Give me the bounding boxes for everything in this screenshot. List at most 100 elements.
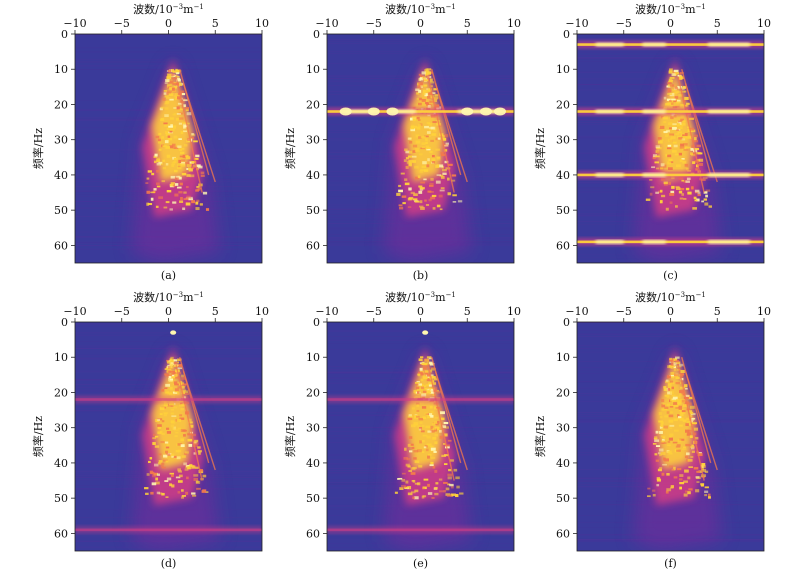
x-tick-label: 0 [165, 305, 172, 318]
x-tick-label: 0 [667, 17, 674, 30]
y-tick-label: 10 [54, 63, 68, 76]
x-tick-label: −5 [366, 17, 382, 30]
x-tick-label: 10 [757, 17, 771, 30]
x-tick-label: −5 [366, 305, 382, 318]
noise-line [75, 528, 262, 532]
noise-blob [479, 107, 492, 116]
x-tick-label: 10 [255, 17, 269, 30]
x-tick-label: −10 [565, 305, 588, 318]
y-tick-label: 40 [556, 169, 570, 182]
panel-b: −10 −5 0 5 10 0 10 20 30 40 50 60 波数/10−3m−1 频率/Hz (b) [283, 3, 521, 282]
y-tick-label: 40 [54, 169, 68, 182]
x-tick-label: −10 [565, 17, 588, 30]
panel-label: (f) [664, 557, 677, 570]
y-tick-label: 10 [54, 351, 68, 364]
noise-blob [367, 107, 380, 116]
y-tick-label: 50 [556, 492, 570, 505]
x-axis-title: 波数/10−3m−1 [385, 3, 456, 16]
panel-label: (e) [413, 557, 428, 570]
y-tick-label: 40 [556, 457, 570, 470]
x-tick-label: 5 [464, 305, 471, 318]
x-tick-label: 0 [417, 17, 424, 30]
y-axis-title: 频率/Hz [31, 128, 45, 169]
y-axis-title: 频率/Hz [283, 128, 297, 169]
x-tick-label: −5 [114, 305, 130, 318]
y-tick-label: 20 [556, 98, 570, 111]
x-tick-label: 0 [667, 305, 674, 318]
noise-point [422, 330, 429, 335]
heatmap-area [75, 322, 262, 551]
noise-line [327, 528, 514, 532]
noise-line [327, 110, 514, 113]
y-tick-label: 40 [306, 457, 320, 470]
y-tick-label: 30 [306, 422, 320, 435]
x-axis-title: 波数/10−3m−1 [385, 291, 456, 304]
x-tick-label: 10 [757, 305, 771, 318]
x-axis-title: 波数/10−3m−1 [133, 291, 204, 304]
x-tick-label: 0 [165, 17, 172, 30]
panel-e: −10 −5 0 5 10 0 10 20 30 40 50 60 波数/10−3m−1 频率/Hz (e) [283, 291, 521, 570]
y-tick-label: 20 [54, 98, 68, 111]
x-tick-label: −10 [63, 305, 86, 318]
panel-c: −10 −5 0 5 10 0 10 20 30 40 50 60 波数/10−3m−1 频率/Hz (c) [533, 3, 771, 282]
noise-line [577, 173, 764, 177]
y-tick-label: 30 [54, 422, 68, 435]
x-tick-label: −5 [114, 17, 130, 30]
y-tick-label: 40 [54, 457, 68, 470]
y-tick-label: 60 [306, 239, 320, 252]
y-tick-label: 50 [556, 204, 570, 217]
y-axis-title: 频率/Hz [533, 416, 547, 457]
noise-line [577, 240, 764, 244]
x-tick-label: 5 [212, 17, 219, 30]
noise-line [327, 398, 514, 401]
y-tick-label: 60 [556, 527, 570, 540]
y-tick-label: 50 [54, 204, 68, 217]
y-tick-label: 60 [556, 239, 570, 252]
x-tick-label: −10 [315, 305, 338, 318]
x-tick-label: 5 [464, 17, 471, 30]
heatmap-area [327, 322, 514, 551]
y-tick-label: 20 [54, 386, 68, 399]
y-tick-label: 30 [306, 134, 320, 147]
heatmap-area [577, 322, 764, 551]
y-tick-label: 60 [54, 239, 68, 252]
y-tick-label: 10 [306, 63, 320, 76]
y-tick-label: 20 [306, 98, 320, 111]
x-tick-label: 10 [255, 305, 269, 318]
x-tick-label: −10 [63, 17, 86, 30]
panel-a: −10 −5 0 5 10 0 10 20 30 40 50 60 波数/10−3m−1 频率/Hz (a) [31, 3, 269, 282]
y-tick-label: 0 [563, 28, 570, 41]
x-axis-title: 波数/10−3m−1 [635, 291, 706, 304]
panel-label: (d) [161, 557, 177, 570]
y-tick-label: 0 [61, 316, 68, 329]
y-tick-label: 0 [313, 28, 320, 41]
noise-point [170, 330, 177, 335]
y-tick-label: 50 [306, 204, 320, 217]
noise-blob [461, 107, 474, 116]
x-tick-label: 5 [714, 17, 721, 30]
y-tick-label: 30 [556, 422, 570, 435]
y-tick-label: 10 [556, 351, 570, 364]
y-tick-label: 0 [313, 316, 320, 329]
y-tick-label: 50 [54, 492, 68, 505]
y-tick-label: 40 [306, 169, 320, 182]
x-tick-label: 5 [714, 305, 721, 318]
heatmap-area [75, 34, 262, 263]
x-tick-label: 0 [417, 305, 424, 318]
panel-d: −10 −5 0 5 10 0 10 20 30 40 50 60 波数/10−3m−1 频率/Hz (d) [31, 291, 269, 570]
y-tick-label: 10 [306, 351, 320, 364]
heatmap-area [327, 34, 514, 263]
y-axis-title: 频率/Hz [283, 416, 297, 457]
noise-line [577, 43, 764, 46]
y-tick-label: 60 [54, 527, 68, 540]
noise-blob [493, 107, 506, 116]
y-tick-label: 30 [54, 134, 68, 147]
y-tick-label: 10 [556, 63, 570, 76]
panel-label: (c) [663, 269, 678, 282]
y-tick-label: 50 [306, 492, 320, 505]
x-tick-label: 5 [212, 305, 219, 318]
x-tick-label: 10 [507, 17, 521, 30]
noise-blob [386, 107, 399, 116]
x-tick-label: −5 [616, 305, 632, 318]
